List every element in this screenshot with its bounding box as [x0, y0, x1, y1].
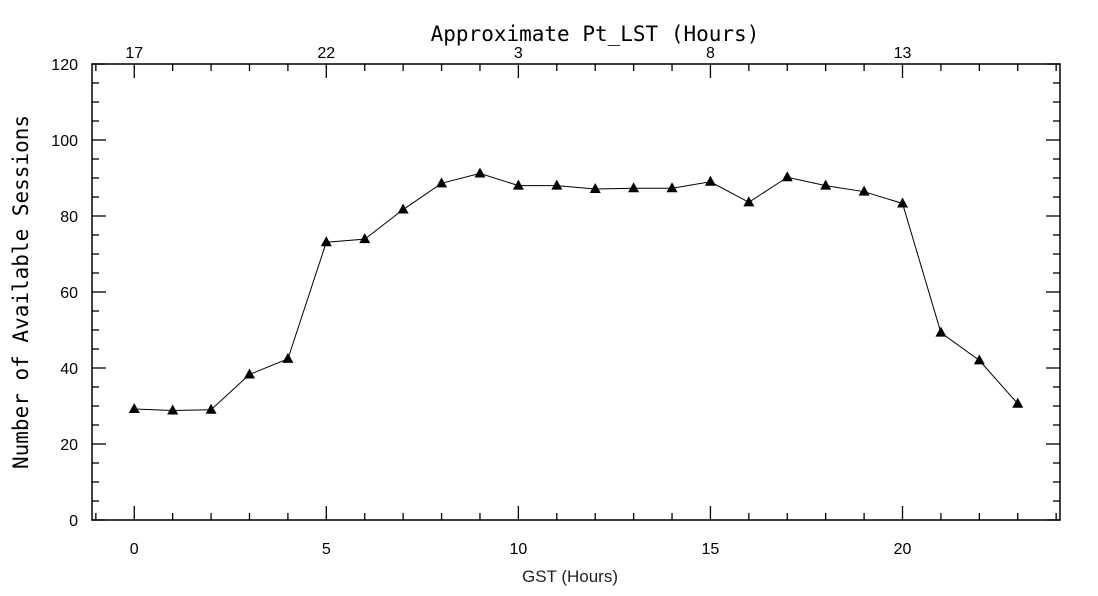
- data-point-marker: [397, 203, 409, 214]
- data-point-marker: [628, 182, 640, 193]
- data-point-marker: [512, 179, 524, 190]
- x-tick-label: 20: [894, 541, 912, 558]
- data-point-marker: [205, 403, 217, 414]
- y-tick-label: 0: [69, 513, 78, 530]
- data-point-marker: [704, 175, 716, 186]
- data-point-marker: [897, 197, 909, 208]
- data-point-marker: [551, 179, 563, 190]
- data-point-marker: [436, 177, 448, 188]
- x-tick-label: 15: [702, 541, 720, 558]
- top-x-tick-label: 17: [125, 45, 143, 62]
- data-point-marker: [589, 183, 601, 194]
- axes: 0 5 10 15 20 0 20 40 60 80 100 120 17 22 3 8 13: [51, 45, 1061, 558]
- y-tick-label: 40: [60, 361, 78, 378]
- x-axis-title: GST (Hours): [522, 567, 618, 586]
- top-x-tick-label: 22: [317, 45, 335, 62]
- x-tick-label: 10: [509, 541, 527, 558]
- y-tick-label: 80: [60, 209, 78, 226]
- data-point-marker: [935, 326, 947, 337]
- data-point-marker: [320, 236, 332, 247]
- x-tick-label: 0: [130, 541, 139, 558]
- data-point-marker: [167, 404, 179, 415]
- top-x-tick-label: 8: [706, 45, 715, 62]
- data-point-marker: [359, 233, 371, 244]
- data-point-marker: [128, 403, 140, 414]
- plot-frame: [91, 63, 1061, 521]
- y-tick-label: 60: [60, 285, 78, 302]
- series: [128, 167, 1024, 415]
- y-tick-label: 120: [51, 57, 78, 74]
- data-point-marker: [781, 171, 793, 182]
- data-point-marker: [243, 368, 255, 379]
- series-line: [134, 172, 1019, 412]
- y-tick-label: 100: [51, 133, 78, 150]
- data-point-marker: [973, 354, 985, 365]
- data-point-marker: [743, 196, 755, 207]
- data-point-marker: [474, 167, 486, 178]
- y-axis-title: Number of Available Sessions: [9, 115, 33, 469]
- y-tick-label: 20: [60, 437, 78, 454]
- data-point-marker: [282, 352, 294, 363]
- data-point-marker: [820, 179, 832, 190]
- top-x-tick-label: 13: [894, 45, 912, 62]
- top-x-tick-label: 3: [514, 45, 523, 62]
- data-point-marker: [666, 182, 678, 193]
- top-axis-title: Approximate Pt_LST (Hours): [431, 22, 760, 46]
- data-point-marker: [858, 185, 870, 196]
- data-point-marker: [1012, 397, 1024, 408]
- x-tick-label: 5: [322, 541, 331, 558]
